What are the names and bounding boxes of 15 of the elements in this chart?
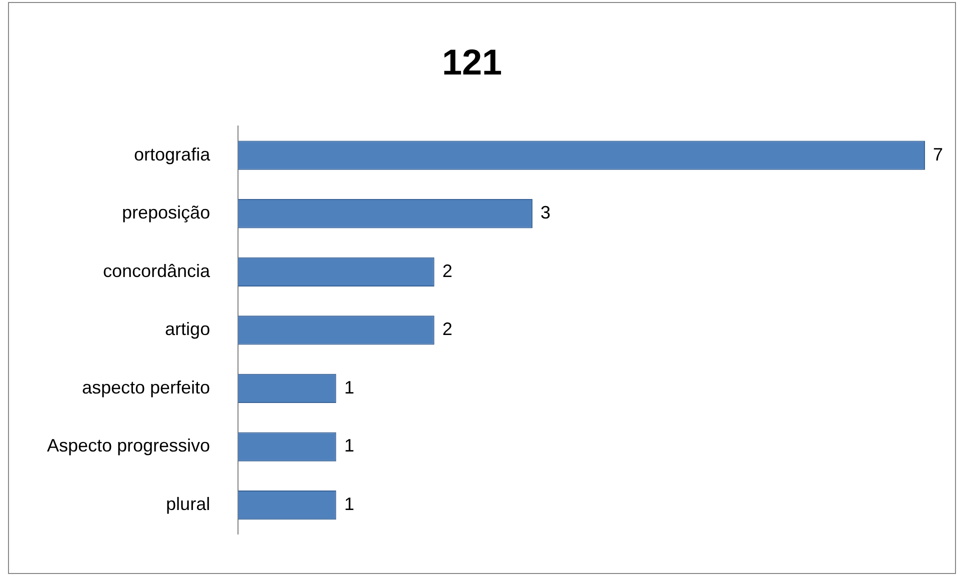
y-tick-label: ortografia: [134, 144, 212, 164]
chart-title: 121: [442, 42, 502, 83]
data-label: 1: [344, 494, 354, 514]
y-tick-label: Aspecto progressivo: [46, 436, 210, 456]
data-label: 1: [344, 377, 354, 398]
data-label: 7: [933, 144, 944, 164]
data-label: 2: [442, 319, 452, 340]
y-tick-label: aspecto perfeito: [82, 377, 210, 398]
data-label: 3: [540, 202, 550, 223]
y-tick-label: plural: [166, 494, 210, 514]
data-label: 1: [344, 436, 354, 456]
y-tick-label: concordância: [103, 260, 212, 281]
y-tick-label: preposição: [122, 202, 210, 223]
y-tick-label: artigo: [165, 319, 210, 340]
data-label: 2: [442, 260, 452, 281]
